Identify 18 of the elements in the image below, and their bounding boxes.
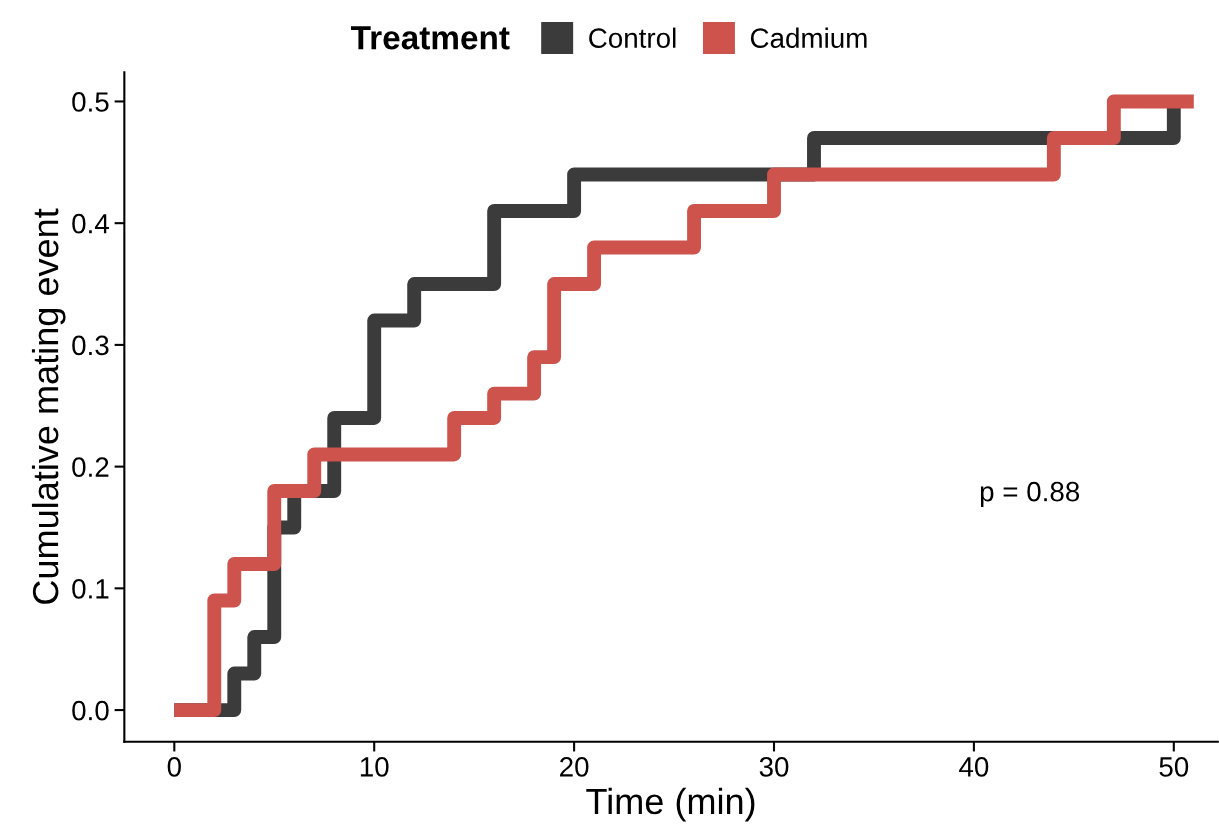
- y-tick-label: 0.5: [72, 92, 109, 112]
- legend-label: Cadmium: [750, 27, 867, 48]
- y-tick-label: 0.0: [72, 700, 109, 721]
- legend-title: Treatment: [351, 26, 510, 50]
- legend-label: Control: [589, 27, 676, 48]
- y-tick-label: 0.3: [72, 335, 109, 356]
- x-tick-label: 30: [759, 757, 789, 777]
- x-tick-label: 50: [1159, 757, 1189, 777]
- x-axis-title: Time (min): [586, 787, 755, 822]
- annotation: p = 0.88: [980, 481, 1080, 507]
- y-tick-label: 0.1: [72, 579, 109, 599]
- x-tick-label: 0: [167, 757, 181, 777]
- y-tick-label: 0.2: [72, 457, 109, 477]
- x-tick-label: 40: [959, 757, 989, 777]
- y-axis-title: Cumulative mating event: [31, 208, 66, 604]
- x-tick-label: 20: [560, 757, 589, 777]
- x-tick-label: 10: [360, 757, 389, 777]
- y-tick-label: 0.4: [72, 213, 109, 234]
